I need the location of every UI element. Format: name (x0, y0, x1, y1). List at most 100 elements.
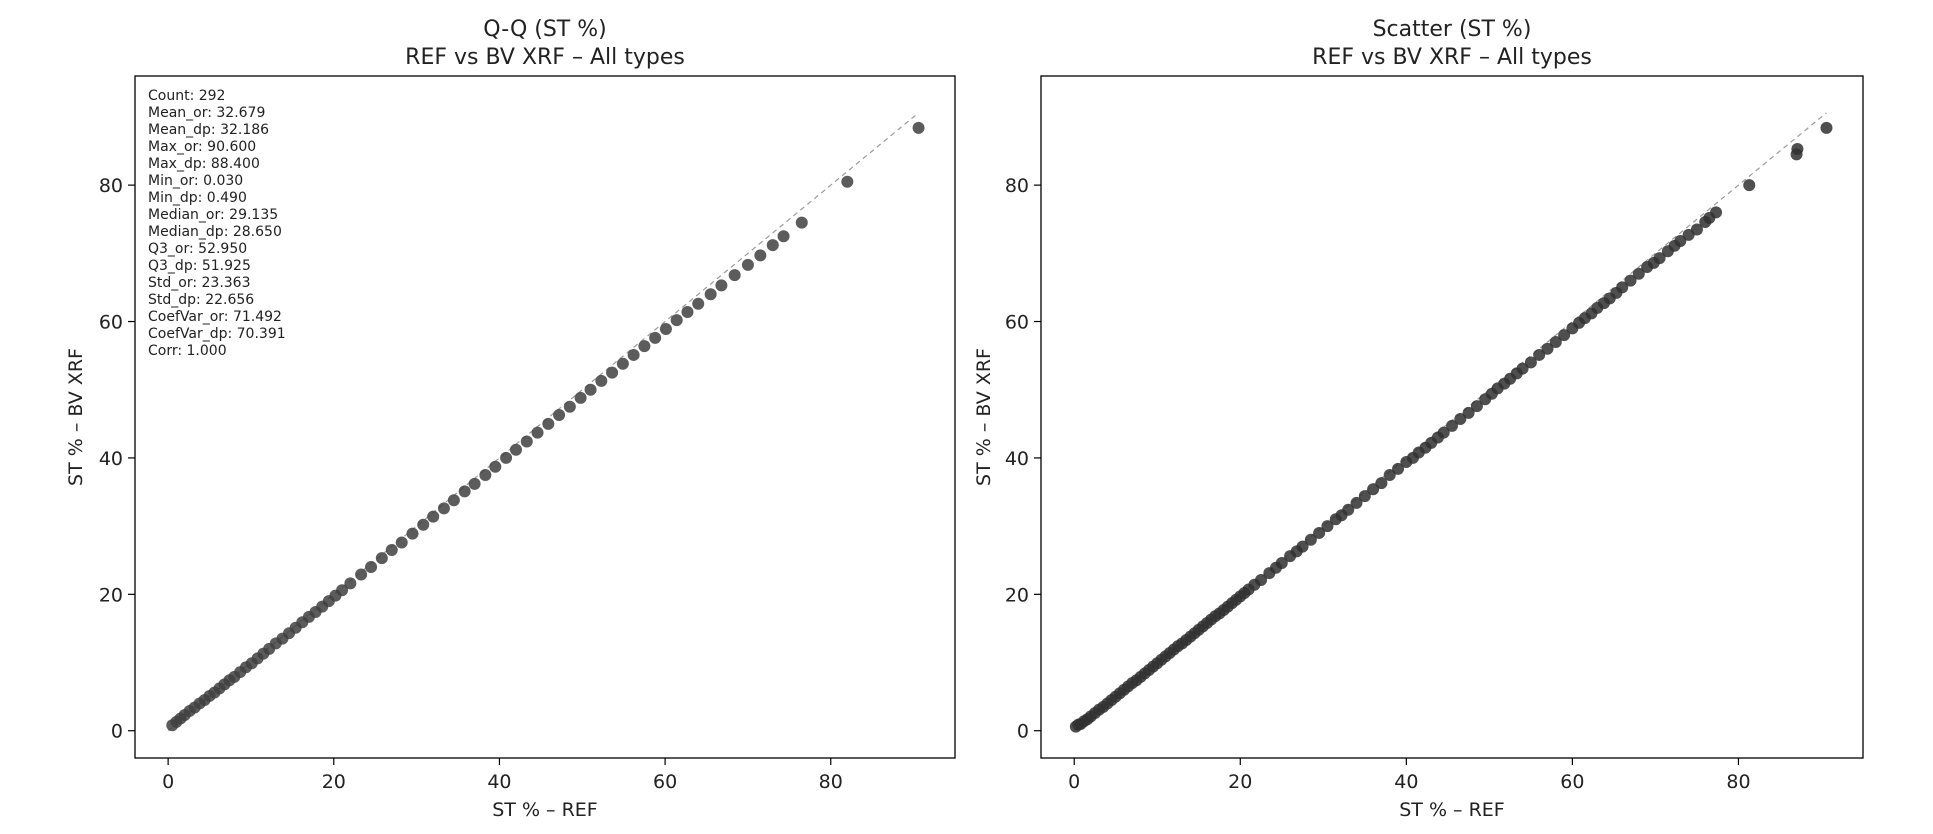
stat-q3-or: Q3_or: 52.950 (148, 241, 247, 257)
scatter-point-105 (1690, 223, 1703, 236)
scatter-title: Scatter (ST %) (1373, 17, 1532, 42)
scatter-point-53 (1313, 526, 1326, 539)
qq-y-tick-label: 20 (99, 584, 123, 606)
scatter-y-tick-label: 40 (1005, 448, 1029, 470)
scatter-point-45 (1255, 573, 1268, 586)
stat-mean-dp: Mean_dp: 32.186 (148, 122, 269, 138)
scatter-x-tick-label: 40 (1394, 771, 1418, 793)
scatter-point-83 (1533, 348, 1546, 361)
scatter-point-52 (1304, 533, 1317, 546)
qq-point-48 (520, 435, 533, 448)
qq-point-45 (489, 460, 502, 473)
scatter-point-58 (1350, 496, 1363, 509)
scatter-y-axis-label: ST % – BV XRF (973, 348, 995, 486)
qq-point-44 (479, 468, 492, 481)
qq-y-tick-label: 40 (99, 448, 123, 470)
scatter-point-100 (1653, 252, 1666, 265)
stat-corr: Corr: 1.000 (148, 343, 227, 359)
scatter-y-ticks: 0 20 40 60 80 (1005, 175, 1041, 743)
scatter-point-82 (1524, 356, 1537, 369)
qq-point-71 (777, 230, 790, 243)
qq-plot-frame (134, 75, 956, 759)
scatter-point-51 (1296, 540, 1309, 553)
scatter-y-tick-label: 20 (1005, 584, 1029, 606)
qq-point-63 (681, 305, 694, 318)
scatter-point-70 (1437, 426, 1450, 439)
qq-point-31 (344, 577, 357, 590)
qq-point-55 (595, 374, 608, 387)
stat-max-or: Max_or: 90.600 (148, 139, 256, 155)
qq-point-39 (427, 510, 440, 523)
qq-point-34 (375, 552, 388, 565)
qq-point-40 (437, 502, 450, 515)
qq-point-67 (728, 269, 741, 282)
scatter-subtitle: REF vs BV XRF – All types (1312, 45, 1592, 70)
qq-point-73 (841, 175, 854, 188)
qq-point-35 (385, 543, 398, 556)
qq-y-tick-label: 0 (111, 721, 123, 743)
stat-min-or: Min_or: 0.030 (148, 173, 243, 189)
scatter-x-tick-label: 80 (1726, 771, 1750, 793)
qq-point-69 (754, 249, 767, 262)
scatter-point-61 (1375, 477, 1388, 490)
qq-y-ticks: 0 20 40 60 80 (99, 175, 135, 743)
scatter-point-85 (1549, 335, 1562, 348)
scatter-point-63 (1392, 462, 1405, 475)
qq-point-37 (406, 527, 419, 540)
scatter-point-109 (1743, 179, 1756, 192)
qq-point-58 (627, 348, 640, 361)
scatter-point-60 (1367, 483, 1380, 496)
qq-x-ticks: 0 20 40 60 80 (162, 758, 843, 793)
qq-x-tick-label: 80 (819, 771, 843, 793)
qq-point-65 (704, 288, 717, 301)
stat-coefvar-dp: CoefVar_dp: 70.391 (148, 326, 286, 342)
qq-x-tick-label: 40 (487, 771, 511, 793)
qq-point-43 (468, 477, 481, 490)
qq-x-axis-label: ST % – REF (492, 799, 597, 821)
qq-x-tick-label: 20 (322, 771, 346, 793)
qq-panel: Q-Q (ST %) REF vs BV XRF – All types 0 20… (65, 17, 956, 821)
scatter-x-axis-label: ST % – REF (1399, 799, 1504, 821)
qq-point-32 (355, 568, 368, 581)
qq-point-56 (606, 366, 619, 379)
qq-y-tick-label: 60 (99, 312, 123, 334)
scatter-point-81 (1516, 362, 1529, 375)
stat-coefvar-or: CoefVar_or: 71.492 (148, 309, 282, 325)
qq-point-57 (616, 357, 629, 370)
qq-point-61 (659, 323, 672, 336)
qq-point-50 (542, 417, 555, 430)
scatter-points (1069, 121, 1833, 733)
stat-max-dp: Max_dp: 88.400 (148, 156, 260, 172)
qq-x-tick-label: 0 (162, 771, 174, 793)
scatter-point-84 (1541, 342, 1554, 355)
stat-median-or: Median_or: 29.135 (148, 207, 278, 223)
scatter-plot-frame (1040, 75, 1864, 759)
qq-point-68 (741, 258, 754, 271)
scatter-point-95 (1616, 281, 1629, 294)
scatter-point-97 (1632, 267, 1645, 280)
qq-point-74 (912, 121, 925, 134)
qq-point-70 (766, 239, 779, 252)
scatter-point-62 (1383, 468, 1396, 481)
qq-title: Q-Q (ST %) (483, 17, 606, 42)
scatter-x-tick-label: 20 (1228, 771, 1252, 793)
scatter-point-73 (1462, 406, 1475, 419)
scatter-x-tick-label: 0 (1068, 771, 1080, 793)
scatter-y-tick-label: 0 (1017, 721, 1029, 743)
qq-point-41 (447, 494, 460, 507)
scatter-point-48 (1275, 556, 1288, 569)
stat-mean-or: Mean_or: 32.679 (148, 105, 265, 121)
qq-point-66 (715, 279, 728, 292)
qq-point-47 (510, 443, 523, 456)
scatter-x-tick-label: 60 (1560, 771, 1584, 793)
qq-point-51 (553, 408, 566, 421)
stat-std-or: Std_or: 23.363 (148, 275, 251, 291)
scatter-point-103 (1674, 235, 1687, 248)
scatter-point-72 (1454, 413, 1467, 426)
qq-point-33 (365, 561, 378, 574)
qq-x-tick-label: 60 (653, 771, 677, 793)
scatter-point-111 (1791, 142, 1804, 155)
qq-point-72 (795, 216, 808, 229)
stat-min-dp: Min_dp: 0.490 (148, 190, 247, 206)
scatter-point-57 (1342, 503, 1355, 516)
